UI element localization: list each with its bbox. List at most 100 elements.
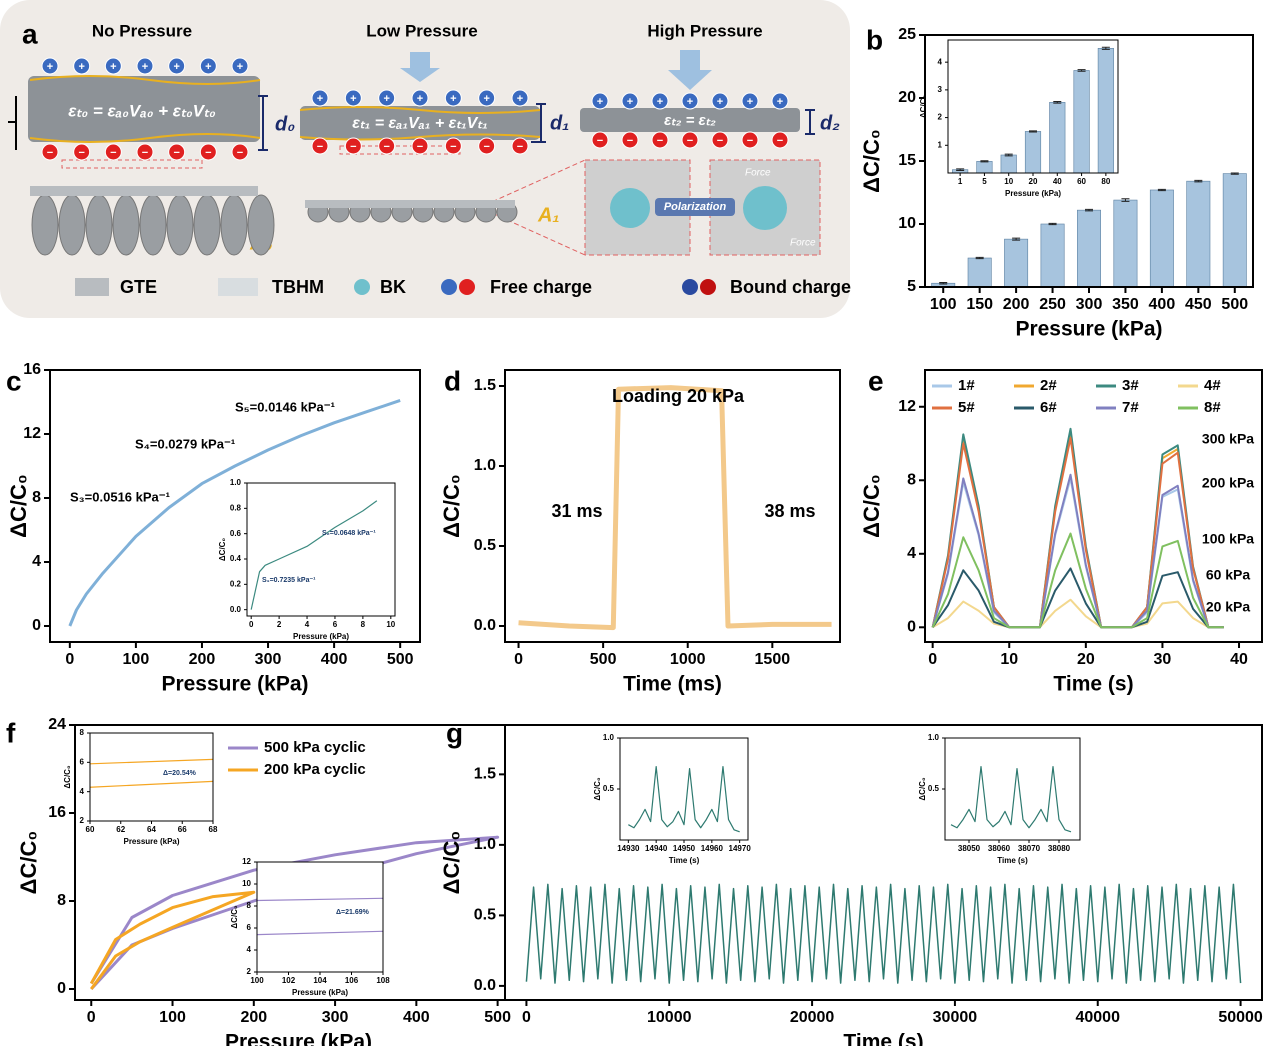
annotation: 38 ms [764, 501, 815, 521]
x-tick-label: 400 [1149, 296, 1176, 313]
x-tick-label: 0 [87, 1009, 96, 1026]
boundary [29, 75, 541, 143]
x-tick-label: 100 [159, 1009, 186, 1026]
charge-sign: + [627, 96, 633, 108]
charge [511, 89, 529, 107]
charge-sign: − [450, 141, 456, 153]
x-tick-label: 14960 [701, 844, 724, 853]
y-tick-label: 0.8 [230, 503, 242, 512]
bar [1000, 154, 1017, 174]
bar [1024, 131, 1042, 174]
legend-label: 2# [1040, 377, 1057, 394]
bk-particle [610, 188, 650, 228]
x-tick-label: 30000 [933, 1009, 978, 1026]
x-tick-label: 106 [345, 976, 359, 985]
charge-sign: + [173, 61, 179, 73]
y-tick-label: 0.0 [474, 617, 496, 634]
charge [651, 92, 669, 110]
schematic: a No Pressure Low Pressure High Pressure… [0, 0, 851, 318]
charge [311, 89, 329, 107]
x-axis-label: Time (s) [843, 1031, 923, 1046]
pillar [247, 194, 275, 256]
charge [104, 143, 122, 161]
annotation: Δ=20.54% [163, 770, 197, 777]
layer [300, 106, 540, 140]
y-tick-label: 8 [247, 901, 252, 910]
bar [1040, 223, 1065, 288]
charge-sign: − [383, 141, 389, 153]
y-tick-label: 0.0 [230, 605, 242, 614]
charge [591, 92, 609, 110]
y-tick-label: 0.5 [928, 784, 940, 793]
charge-sign: − [317, 141, 323, 153]
series-line [931, 473, 1224, 629]
plot-frame [504, 369, 841, 643]
x-axis-label: Pressure (kPa) [123, 837, 179, 846]
schematic-bg [0, 0, 850, 318]
polarization-arrow [655, 198, 735, 216]
series-line [250, 500, 378, 610]
charge-sign: − [717, 135, 723, 147]
y-axis-label: ΔC/C₀ [918, 777, 927, 801]
legend-label: 1# [958, 377, 975, 394]
x-tick-label: 200 [240, 1009, 267, 1026]
x-tick-label: 10 [1004, 177, 1013, 186]
annotation: Δ=21.69% [336, 909, 370, 916]
y-tick-label: 4 [32, 553, 41, 570]
charge-sign: + [657, 96, 663, 108]
annotation: Loading 20 kPa [612, 386, 745, 406]
charge [168, 143, 186, 161]
annotation: S₁=0.7235 kPa⁻¹ [262, 577, 316, 584]
charge-sign: − [483, 141, 489, 153]
y-tick-label: 0.5 [474, 537, 496, 554]
zoom-box [339, 145, 461, 155]
bar [1049, 102, 1066, 174]
x-axis-label: Pressure (kPa) [292, 988, 348, 997]
y-tick-label: 0.6 [230, 529, 242, 538]
charge [199, 57, 217, 75]
charge-sign: + [517, 93, 523, 105]
y-axis-label: ΔC/C₀ [439, 474, 464, 538]
x-tick-label: 68 [209, 825, 218, 834]
annotation: 100 kPa [1202, 531, 1254, 547]
annotation: S₂=0.0648 kPa⁻¹ [322, 530, 376, 537]
charge [478, 89, 496, 107]
charge [681, 131, 699, 149]
x-tick-label: 14970 [729, 844, 752, 853]
y-tick-label: 12 [898, 398, 916, 415]
charge-sign: + [317, 93, 323, 105]
x-tick-label: 300 [255, 651, 282, 668]
y-tick-label: 2 [80, 816, 85, 825]
error-bar [1157, 188, 1166, 192]
y-tick-label: 6 [247, 923, 252, 932]
series-line [950, 765, 1072, 833]
bar [1077, 209, 1101, 288]
y-tick-label: 8 [57, 892, 66, 909]
pillar [166, 194, 194, 256]
charge [681, 92, 699, 110]
charge-sign: + [78, 61, 84, 73]
charge-sign: − [687, 135, 693, 147]
series-line [68, 398, 401, 627]
y-tick-label: 8 [80, 728, 85, 737]
series-line [931, 567, 1224, 629]
plot-area [505, 725, 1262, 1000]
charge [41, 57, 59, 75]
legend-text: BK [380, 277, 406, 297]
plot-frame [504, 724, 1263, 1001]
x-tick-label: 40 [1053, 177, 1062, 186]
charge-sign: − [747, 135, 753, 147]
legend-label: 4# [1204, 377, 1221, 394]
charge [104, 57, 122, 75]
charge-sign: + [47, 61, 53, 73]
x-tick-label: 20 [1029, 177, 1038, 186]
bar [1113, 199, 1138, 288]
x-tick-label: 100 [123, 651, 150, 668]
y-tick-label: 0.5 [474, 907, 496, 924]
y-tick-label: 6 [80, 757, 85, 766]
charge [378, 137, 396, 155]
x-tick-label: 400 [403, 1009, 430, 1026]
bar [967, 257, 992, 288]
y-axis-label: ΔC/C₀ [218, 538, 227, 562]
charge [478, 137, 496, 155]
